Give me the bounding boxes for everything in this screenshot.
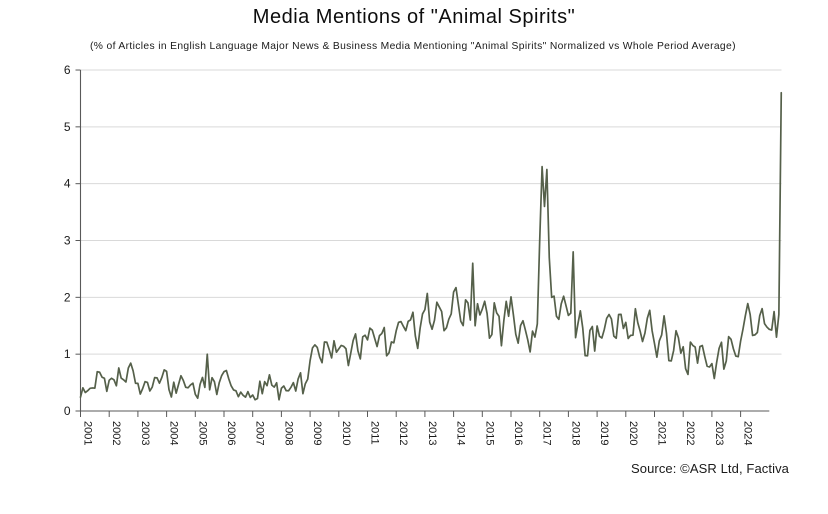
svg-text:2002: 2002: [110, 421, 122, 445]
svg-text:2014: 2014: [455, 421, 467, 445]
svg-text:2015: 2015: [483, 421, 495, 445]
svg-text:1: 1: [64, 347, 71, 361]
svg-text:2008: 2008: [282, 421, 294, 445]
svg-text:2010: 2010: [340, 421, 352, 445]
svg-text:0: 0: [64, 404, 71, 418]
svg-text:2021: 2021: [656, 421, 668, 445]
svg-text:2022: 2022: [684, 421, 696, 445]
svg-text:2: 2: [64, 290, 71, 304]
svg-text:3: 3: [64, 234, 71, 248]
svg-text:2012: 2012: [397, 421, 409, 445]
svg-text:2018: 2018: [569, 421, 581, 445]
svg-text:2023: 2023: [713, 421, 725, 445]
svg-text:2009: 2009: [311, 421, 323, 445]
svg-text:2024: 2024: [742, 421, 754, 445]
svg-text:2004: 2004: [168, 421, 180, 445]
svg-text:2013: 2013: [426, 421, 438, 445]
svg-text:2017: 2017: [541, 421, 553, 445]
svg-text:2016: 2016: [512, 421, 524, 445]
svg-text:2003: 2003: [139, 421, 151, 445]
svg-text:6: 6: [64, 63, 71, 77]
svg-text:4: 4: [64, 177, 71, 191]
svg-text:2020: 2020: [627, 421, 639, 445]
svg-text:2007: 2007: [254, 421, 266, 445]
svg-text:2019: 2019: [598, 421, 610, 445]
svg-text:2011: 2011: [369, 421, 381, 445]
svg-text:5: 5: [64, 120, 71, 134]
svg-text:2005: 2005: [196, 421, 208, 445]
svg-text:2006: 2006: [225, 421, 237, 445]
svg-text:2001: 2001: [82, 421, 94, 445]
